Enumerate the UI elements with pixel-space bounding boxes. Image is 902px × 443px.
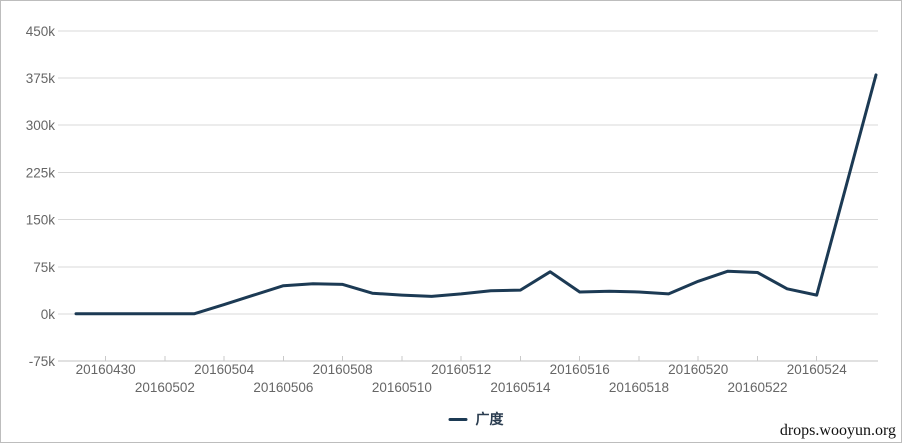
x-axis-label: 20160522 [727,380,787,395]
y-axis-label: 450k [26,24,56,39]
watermark-text: drops.wooyun.org [779,422,896,439]
x-axis-label: 20160502 [135,380,195,395]
legend-item-breadth[interactable]: 广度 [448,409,504,429]
x-axis-label: 20160508 [313,362,373,377]
y-axis-label: 300k [26,118,56,133]
legend-line-marker [448,417,468,421]
x-axis-label: 20160518 [609,380,669,395]
x-axis-label: 20160514 [490,380,551,395]
y-axis-label: -75k [29,354,56,369]
y-axis-label: 150k [26,213,56,228]
legend-series-label: 广度 [475,411,504,427]
y-axis-label: 0k [41,307,56,322]
x-axis-label: 20160504 [194,362,255,377]
x-axis-label: 20160510 [372,380,432,395]
x-axis-label: 20160516 [550,362,610,377]
x-axis-label: 20160506 [253,380,313,395]
x-axis-label: 20160430 [76,362,136,377]
y-axis-label: 375k [26,71,56,86]
series-line-breadth[interactable] [74,73,878,316]
y-axis-label: 225k [26,165,56,180]
y-axis-label: 75k [33,260,55,275]
x-axis-label: 20160512 [431,362,491,377]
x-axis-label: 20160524 [787,362,848,377]
x-axis-label: 20160520 [668,362,728,377]
